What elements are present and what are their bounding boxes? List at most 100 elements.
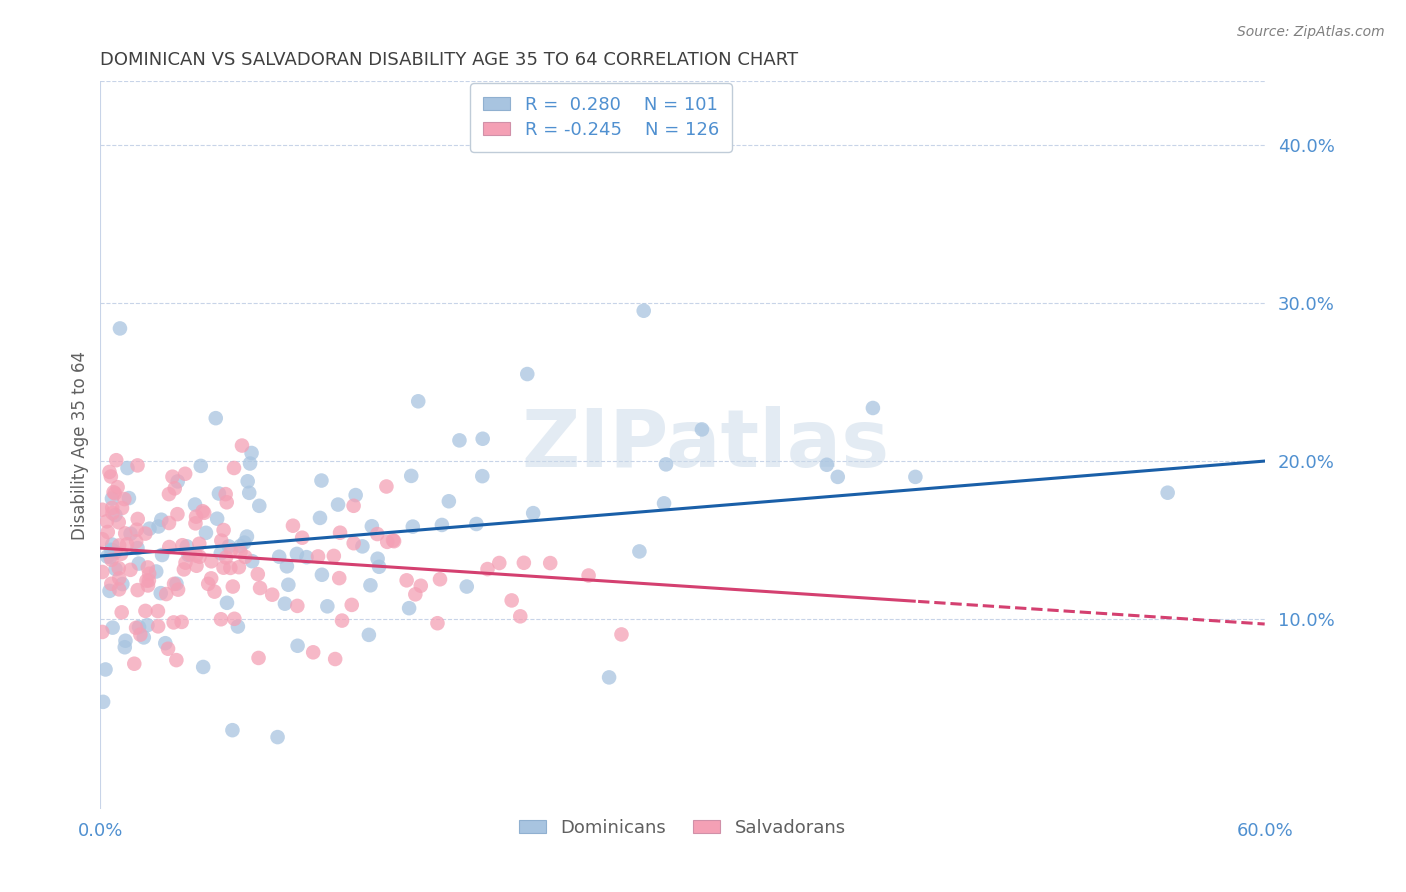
Point (127, 458, 149, 473)
Point (690, 422, 713, 436)
Point (578, 568, 600, 582)
Point (107, 561, 129, 575)
Point (101, 538, 124, 552)
Point (368, 559, 391, 574)
Point (96, 549, 118, 564)
Point (522, 506, 544, 520)
Point (212, 560, 235, 574)
Point (343, 499, 366, 513)
Point (98, 550, 121, 565)
Point (200, 554, 222, 568)
Point (274, 597, 297, 611)
Point (501, 593, 523, 607)
Point (136, 560, 159, 574)
Point (509, 609, 531, 624)
Point (145, 565, 167, 579)
Point (281, 518, 304, 533)
Point (100, 553, 122, 567)
Point (307, 549, 329, 564)
Point (231, 438, 253, 452)
Point (150, 548, 173, 562)
Point (276, 559, 298, 574)
Point (229, 545, 252, 559)
Point (157, 487, 180, 501)
Point (91, 624, 114, 639)
Point (163, 577, 186, 591)
Point (174, 556, 197, 570)
Point (114, 633, 136, 648)
Point (228, 560, 250, 574)
Point (103, 485, 125, 500)
Point (128, 620, 150, 634)
Point (513, 556, 536, 570)
Point (108, 321, 131, 335)
Point (135, 574, 157, 588)
Point (311, 474, 333, 488)
Point (598, 670, 620, 684)
Point (437, 494, 460, 508)
Point (188, 537, 211, 551)
Point (125, 523, 148, 537)
Y-axis label: Disability Age 35 to 64: Disability Age 35 to 64 (72, 351, 89, 540)
Point (114, 526, 136, 541)
Point (366, 527, 388, 541)
Point (322, 549, 344, 563)
Point (125, 621, 148, 635)
Point (176, 539, 198, 553)
Point (295, 550, 318, 565)
Point (488, 556, 510, 570)
Point (150, 513, 173, 527)
Point (162, 469, 184, 483)
Point (138, 574, 160, 588)
Point (127, 541, 149, 555)
Point (827, 470, 849, 484)
Point (240, 554, 263, 568)
Point (239, 457, 262, 471)
Point (904, 470, 927, 484)
Point (129, 627, 152, 641)
Point (155, 587, 177, 601)
Point (291, 531, 314, 545)
Point (449, 434, 471, 448)
Point (409, 579, 432, 593)
Point (465, 516, 488, 531)
Point (359, 578, 381, 592)
Point (352, 540, 374, 554)
Point (179, 547, 201, 561)
Point (120, 563, 142, 577)
Point (456, 580, 478, 594)
Point (215, 550, 238, 565)
Point (166, 475, 188, 489)
Point (398, 601, 420, 615)
Point (197, 577, 219, 591)
Point (190, 458, 212, 473)
Point (208, 486, 231, 500)
Point (172, 538, 194, 552)
Point (402, 519, 425, 533)
Point (246, 567, 269, 582)
Point (399, 469, 422, 483)
Point (104, 486, 127, 500)
Point (209, 612, 232, 626)
Point (101, 506, 124, 520)
Point (184, 498, 207, 512)
Point (174, 467, 197, 481)
Point (104, 562, 127, 576)
Point (111, 577, 134, 591)
Point (115, 537, 138, 551)
Point (101, 621, 124, 635)
Point (406, 394, 429, 409)
Point (224, 612, 246, 626)
Point (184, 509, 207, 524)
Point (173, 562, 195, 576)
Point (97, 524, 120, 539)
Point (330, 614, 353, 628)
Point (343, 536, 366, 550)
Point (111, 501, 134, 516)
Point (218, 540, 240, 554)
Point (1156, 485, 1178, 500)
Point (157, 516, 180, 530)
Point (326, 498, 349, 512)
Point (107, 516, 129, 530)
Point (285, 599, 308, 613)
